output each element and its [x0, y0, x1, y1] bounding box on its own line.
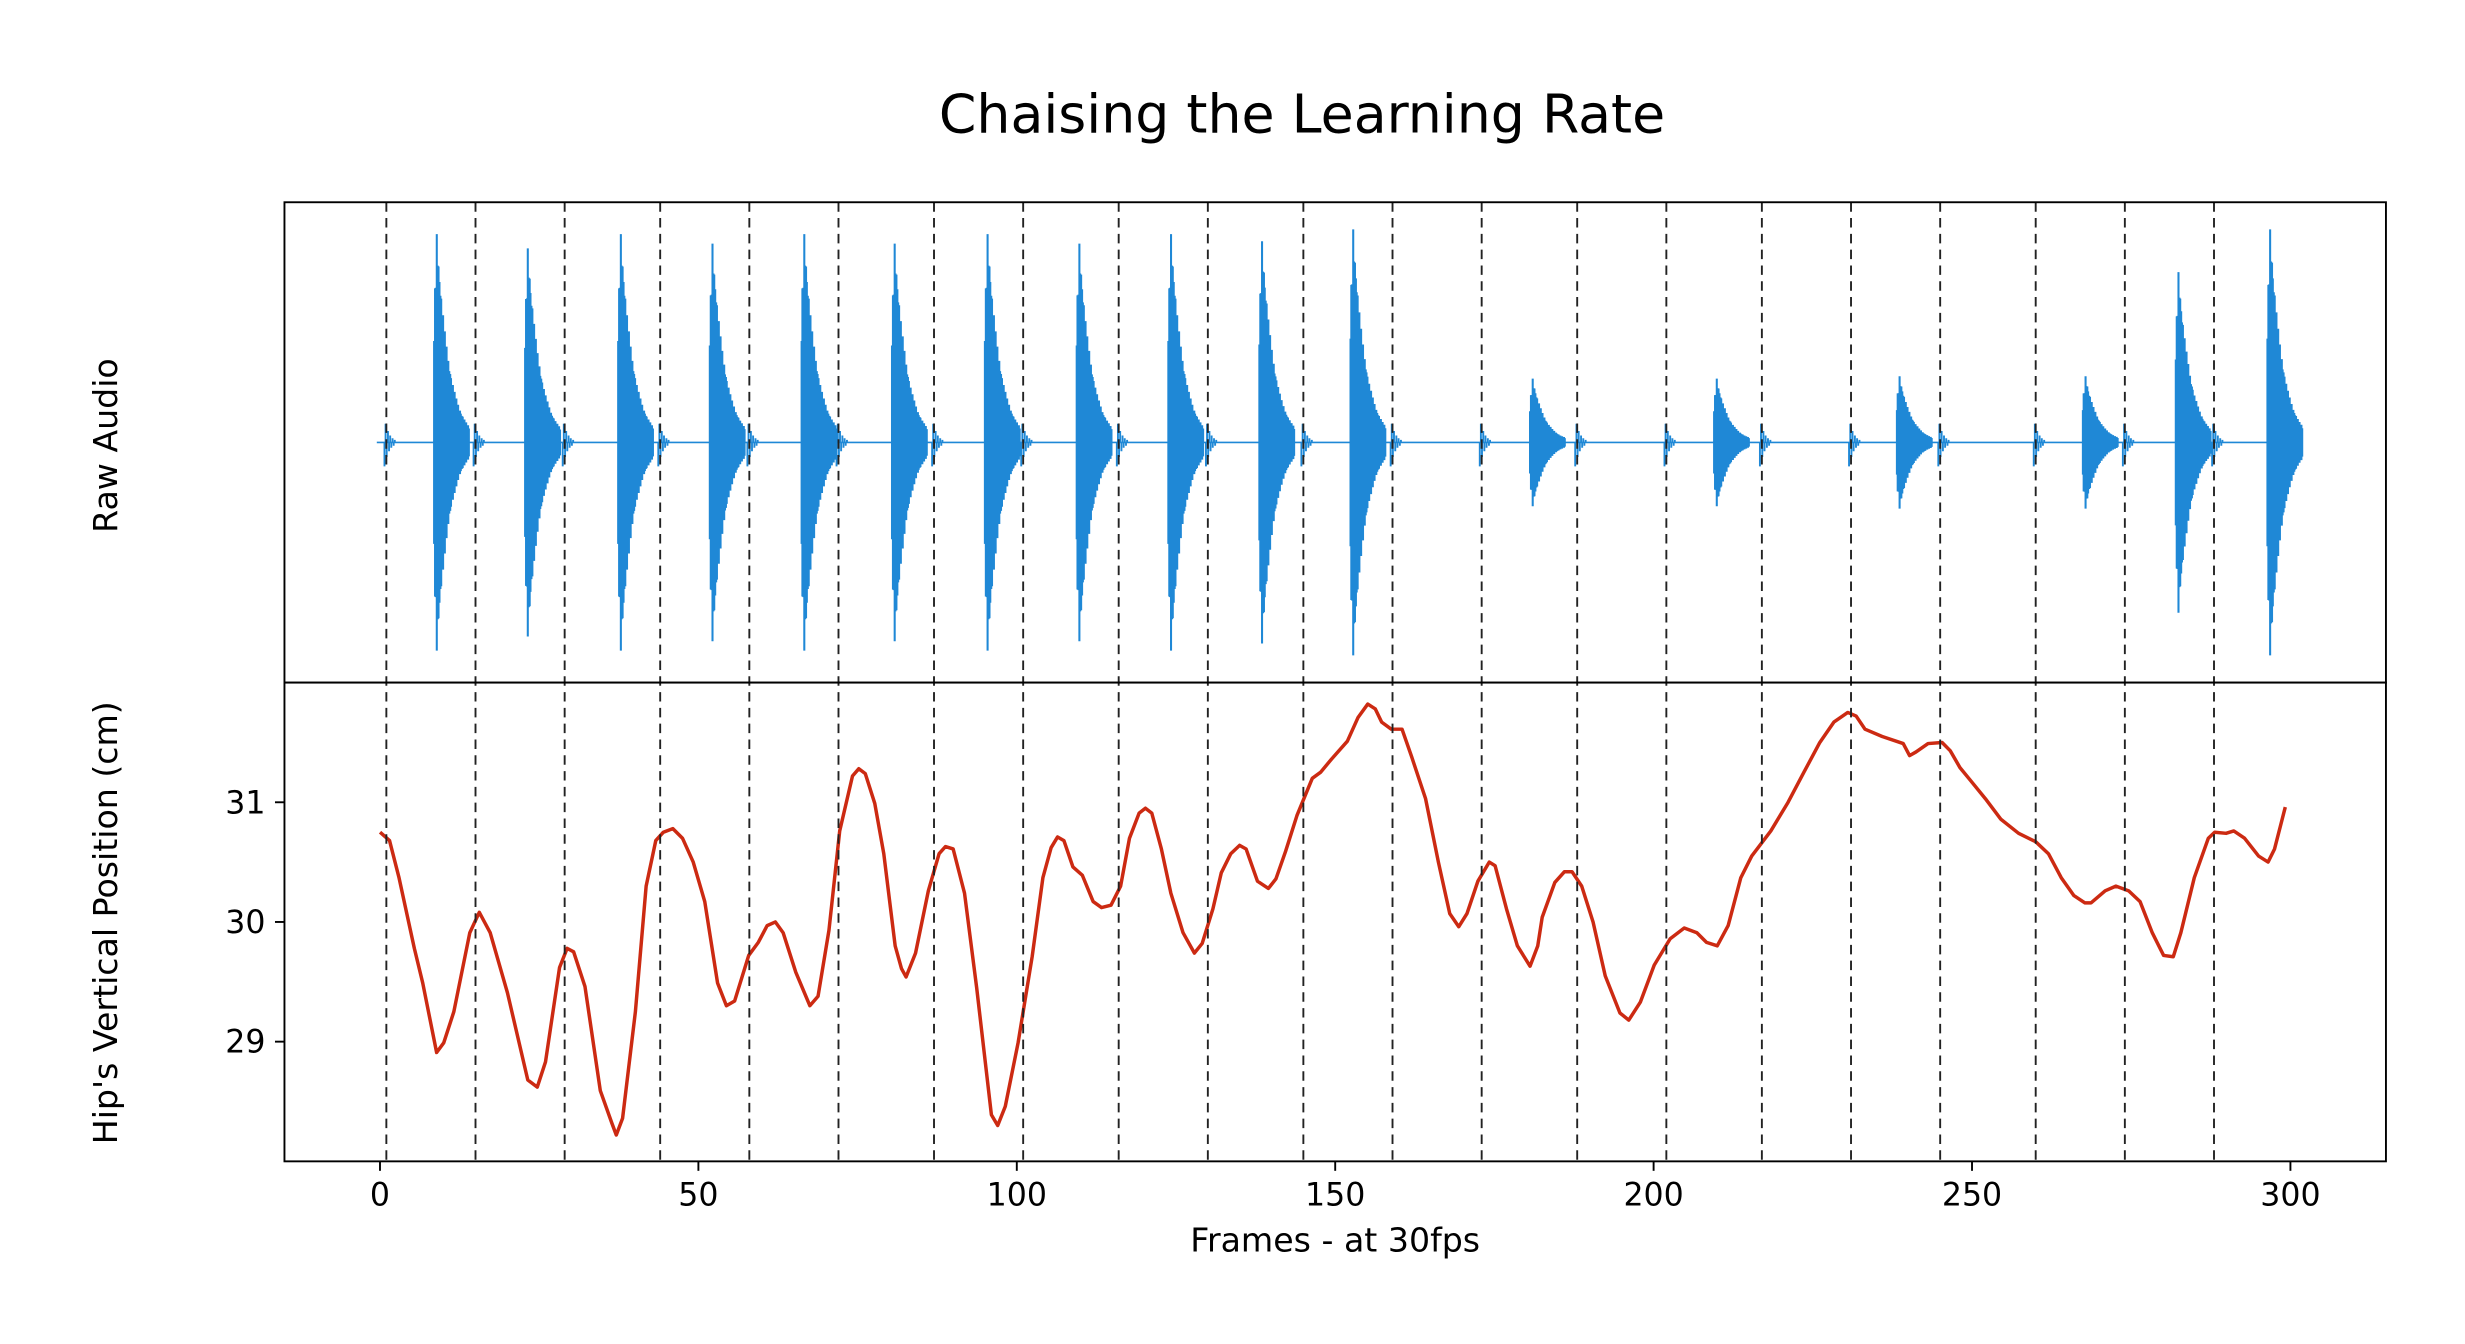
audio-click [1574, 423, 1587, 467]
x-tick-label: 200 [1623, 1178, 1683, 1214]
audio-burst [708, 243, 746, 642]
audio-click [2211, 423, 2224, 467]
audio-click [472, 423, 485, 467]
hip-position-line [378, 702, 2287, 1137]
audio-burst [2081, 376, 2119, 509]
audio-burst [1713, 378, 1750, 507]
audio-burst [433, 234, 470, 651]
hip-ylabel: Hip's Vertical Position (cm) [86, 701, 125, 1144]
audio-click [1020, 423, 1033, 467]
audio-click [1478, 423, 1491, 467]
audio-click [657, 423, 670, 467]
audio-click [1205, 423, 1218, 467]
audio-click [746, 423, 759, 467]
y-tick-label: 30 [225, 905, 265, 941]
audio-click [1848, 423, 1861, 467]
audio-click [1115, 423, 1129, 467]
x-axis-label: Frames - at 30fps [1190, 1220, 1480, 1259]
audio-burst [800, 234, 838, 651]
hip-panel [378, 702, 2287, 1137]
audio-click [2032, 423, 2046, 467]
audio-click [2121, 423, 2135, 467]
audio-click [1937, 423, 1950, 467]
audio-burst [983, 234, 1021, 651]
y-tick-label: 29 [225, 1025, 265, 1061]
x-tick-label: 50 [678, 1178, 718, 1214]
x-tick-label: 250 [1942, 1178, 2002, 1214]
axes: 0 50 100 150 200 250 300 29 30 31 [225, 201, 2387, 1214]
audio-click [1389, 423, 1402, 467]
chart-title: Chaising the Learning Rate [939, 83, 1665, 146]
audio-click [931, 423, 944, 467]
audio-burst [1258, 241, 1296, 644]
audio-burst [1075, 243, 1113, 642]
audio-click [1300, 423, 1313, 467]
y-tick-label: 31 [225, 785, 265, 821]
audio-burst [1167, 234, 1205, 651]
x-tick-label: 100 [987, 1178, 1047, 1214]
audio-burst [1528, 378, 1566, 507]
x-tick-label: 300 [2260, 1178, 2320, 1214]
audio-click [1663, 423, 1676, 467]
x-tick-label: 150 [1305, 1178, 1365, 1214]
audio-burst [1895, 376, 1933, 509]
audio-burst [2266, 229, 2304, 656]
audio-panel [376, 229, 2304, 656]
audio-click [561, 423, 575, 467]
audio-click [383, 423, 396, 467]
audio-burst [1349, 229, 1387, 656]
audio-burst [617, 234, 654, 651]
audio-burst [2174, 272, 2212, 613]
audio-burst [890, 243, 928, 642]
x-tick-label: 0 [370, 1178, 390, 1214]
audio-click [1758, 423, 1772, 467]
audio-ylabel: Raw Audio [86, 358, 125, 533]
audio-burst [524, 248, 562, 637]
